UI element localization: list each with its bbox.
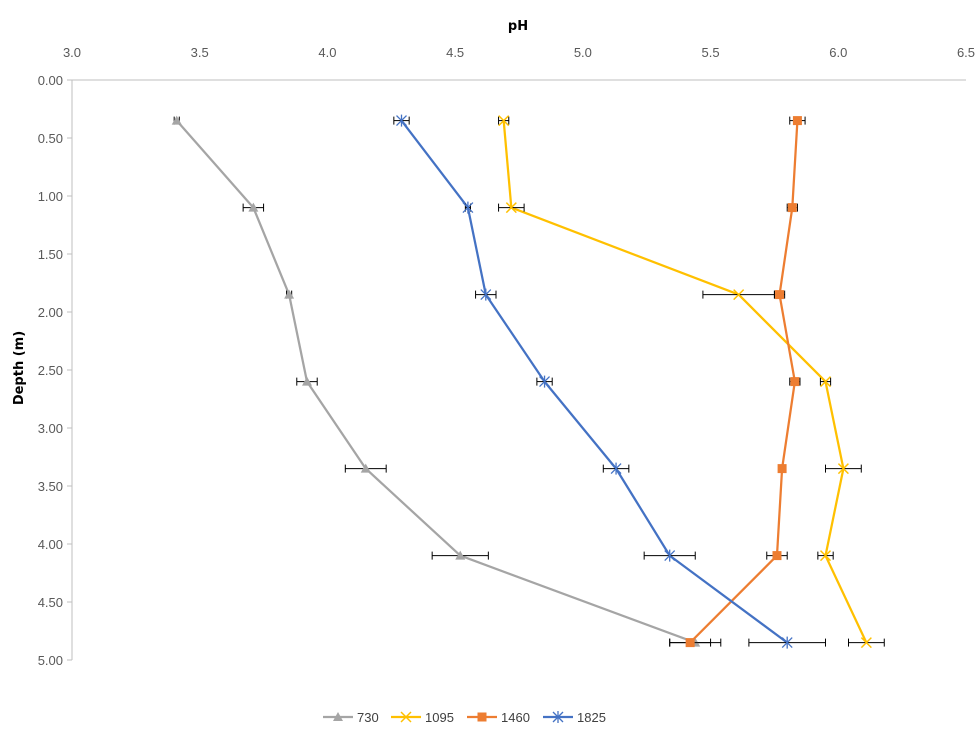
data-point: [772, 551, 782, 561]
y-tick-label: 0.00: [38, 73, 63, 88]
data-point: [480, 288, 492, 301]
legend-label: 1095: [425, 710, 454, 725]
data-point: [498, 115, 510, 127]
data-point: [171, 115, 182, 125]
x-marker-stroke: [505, 202, 517, 214]
x-tick-label: 5.5: [702, 45, 720, 60]
square-marker: [477, 712, 487, 722]
data-point: [775, 290, 785, 300]
data-point: [819, 550, 832, 562]
data-point: [301, 376, 312, 386]
data-point: [248, 202, 259, 212]
data-point: [685, 638, 695, 648]
data-point: [733, 289, 745, 301]
data-point: [664, 549, 676, 562]
data-point: [860, 637, 872, 649]
y-tick-label: 1.50: [38, 247, 63, 262]
series-line-1095: [502, 120, 868, 644]
square-marker: [685, 638, 695, 648]
x-marker-stroke: [400, 711, 412, 723]
square-marker: [790, 377, 800, 387]
triangle-marker: [284, 289, 295, 299]
legend-label: 1825: [577, 710, 606, 725]
data-point: [610, 462, 622, 475]
data-point: [777, 464, 787, 474]
triangle-marker: [171, 115, 182, 125]
series-1095: [498, 115, 885, 649]
triangle-marker: [248, 202, 259, 212]
x-marker-stroke: [819, 550, 832, 562]
x-tick-label: 6.5: [957, 45, 975, 60]
x-tick-label: 3.0: [63, 45, 81, 60]
legend-marker: [552, 711, 564, 723]
y-tick-label: 4.50: [38, 595, 63, 610]
triangle-marker: [301, 376, 312, 386]
x-tick-label: 6.0: [829, 45, 847, 60]
x-tick-label: 5.0: [574, 45, 592, 60]
legend-item-1460: 1460: [467, 710, 530, 725]
y-tick-label: 4.00: [38, 537, 63, 552]
series-line-1825: [400, 119, 788, 644]
y-tick-label: 5.00: [38, 653, 63, 668]
square-marker: [787, 203, 797, 213]
x-marker-stroke: [733, 289, 745, 301]
series-line-1460: [689, 120, 799, 644]
x-axis-title: pH: [508, 19, 528, 34]
legend: 730 1095 1460 1825: [323, 710, 606, 725]
legend-label: 730: [357, 710, 379, 725]
legend-item-730: 730: [323, 710, 379, 725]
legend-item-1095: 1095: [391, 710, 454, 725]
y-tick-label: 2.00: [38, 305, 63, 320]
y-tick-label: 1.00: [38, 189, 63, 204]
legend-marker: [333, 712, 343, 721]
data-point: [790, 377, 800, 387]
data-point: [539, 375, 551, 388]
x-marker-stroke: [819, 376, 832, 388]
plot-area: [171, 114, 885, 649]
data-point: [505, 202, 517, 214]
series-730: [171, 115, 722, 647]
x-tick-label: 4.5: [446, 45, 464, 60]
data-point: [819, 376, 832, 388]
legend-item-1825: 1825: [543, 710, 606, 725]
axes: 3.0 3.5 4.0 4.5 5.0 5.5 6.0 6.5 0.00 0.50 1.00 1.50…: [38, 45, 975, 668]
y-tick-label: 2.50: [38, 363, 63, 378]
square-marker: [772, 551, 782, 561]
data-point: [787, 203, 797, 213]
legend-marker: [477, 712, 487, 722]
legend-marker: [400, 711, 412, 723]
triangle-marker: [455, 550, 466, 560]
series-1825: [393, 114, 827, 649]
y-axis-title: Depth (m): [12, 331, 27, 405]
x-marker-stroke: [498, 115, 510, 127]
data-point: [284, 289, 295, 299]
x-marker-stroke: [860, 637, 872, 649]
data-point: [462, 201, 474, 214]
data-point: [792, 116, 802, 126]
x-tick-label: 4.0: [318, 45, 336, 60]
square-marker: [775, 290, 785, 300]
triangle-marker: [360, 463, 371, 473]
series-line-730: [175, 119, 696, 644]
square-marker: [792, 116, 802, 126]
square-marker: [777, 464, 787, 474]
data-point: [360, 463, 371, 473]
data-point: [837, 463, 849, 475]
x-marker-stroke: [837, 463, 849, 475]
y-tick-label: 3.50: [38, 479, 63, 494]
data-point: [455, 550, 466, 560]
data-point: [781, 636, 793, 649]
x-tick-label: 3.5: [191, 45, 209, 60]
series-1460: [669, 116, 806, 648]
legend-label: 1460: [501, 710, 530, 725]
y-tick-label: 0.50: [38, 131, 63, 146]
triangle-marker: [333, 712, 343, 721]
data-point: [396, 114, 407, 127]
y-tick-label: 3.00: [38, 421, 63, 436]
